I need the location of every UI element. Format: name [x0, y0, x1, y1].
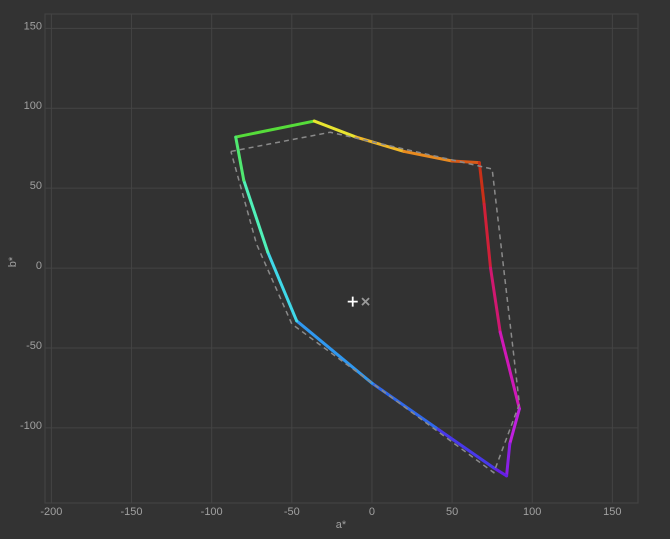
y-tick-label: 50	[30, 180, 42, 192]
x-tick-label: 0	[369, 506, 375, 518]
gamut-segment	[450, 159, 481, 165]
gamut-segment	[508, 407, 521, 446]
x-axis-label: a*	[336, 519, 347, 531]
gamut-segment	[242, 178, 270, 254]
x-tick-label: -200	[40, 506, 62, 518]
y-tick-label: -50	[26, 340, 42, 352]
gamut-segment	[498, 330, 521, 411]
x-tick-label: 150	[603, 506, 621, 518]
y-tick-label: 100	[24, 100, 42, 112]
gamut-segment	[477, 161, 486, 206]
y-axis-label: b*	[7, 256, 19, 267]
gamut-segment	[489, 266, 502, 334]
marker	[347, 296, 358, 307]
plot-area	[44, 13, 639, 504]
y-tick-label: 150	[24, 20, 42, 32]
gamut-segment	[295, 319, 374, 385]
gamut-segment	[234, 135, 246, 182]
x-tick-label: -150	[121, 506, 143, 518]
gamut-segment	[482, 202, 493, 270]
gamut-segment	[434, 426, 496, 470]
gamut-segment	[234, 119, 316, 139]
reference-gamut	[230, 131, 521, 474]
x-tick-label: -100	[201, 506, 223, 518]
y-tick-label: -100	[20, 420, 42, 432]
x-tick-label: 50	[446, 506, 458, 518]
marker	[361, 297, 370, 306]
y-tick-label: 0	[36, 260, 42, 272]
gamut-segment	[402, 149, 454, 163]
gamut-segment	[492, 466, 509, 478]
x-tick-label: -50	[284, 506, 300, 518]
gamut-segment	[266, 250, 299, 323]
x-tick-label: 100	[523, 506, 541, 518]
gamut-segment	[312, 119, 358, 139]
gamut-segment	[505, 442, 512, 478]
